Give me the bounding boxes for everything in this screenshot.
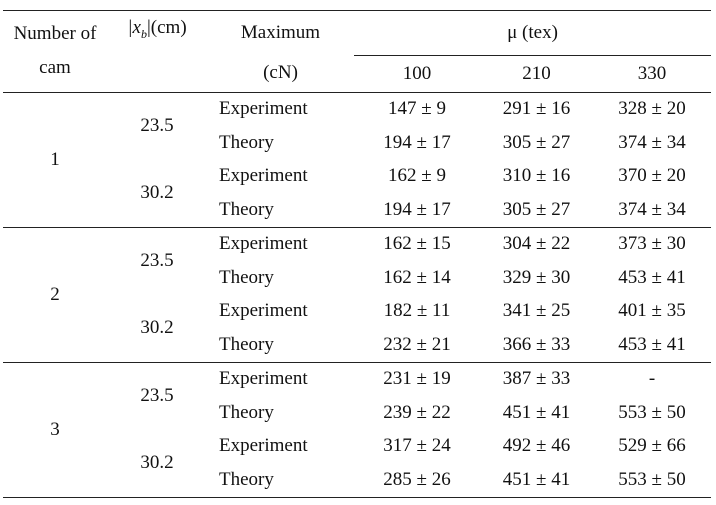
cell-100: 194 ± 17 <box>383 131 451 153</box>
cell-210: 291 ± 16 <box>480 91 593 126</box>
row-type: Theory <box>219 333 274 355</box>
row-type: Theory <box>219 266 274 288</box>
cell-210: 451 ± 41 <box>480 463 593 498</box>
row-type: Experiment <box>219 435 308 457</box>
cell-210: 451 ± 41 <box>502 401 571 423</box>
header-distance: |xb|(cm) <box>107 10 207 55</box>
header-distance-prefix: |x <box>127 17 141 38</box>
row-type: Experiment <box>207 91 354 126</box>
cell-100: 194 ± 17 <box>383 198 451 220</box>
row-type: Theory <box>219 401 274 423</box>
header-number-of-cam: Number of cam <box>3 10 107 92</box>
header-number-of-cam-line2: cam <box>39 57 71 79</box>
row-type: Theory <box>219 131 274 153</box>
cell-330: 374 ± 34 <box>618 198 686 220</box>
row-type: Theory <box>207 463 354 498</box>
header-maximum: Maximum <box>207 10 354 55</box>
distance-value: 30.2 <box>107 429 207 498</box>
cell-210: 329 ± 30 <box>502 266 571 288</box>
cell-100: 232 ± 21 <box>383 333 451 355</box>
cell-100: 231 ± 19 <box>354 361 480 396</box>
results-table: Number of cam |xb|(cm) Maximum μ (tex) (… <box>3 10 711 498</box>
cell-210: 305 ± 27 <box>502 131 571 153</box>
distance-value: 23.5 <box>107 361 207 430</box>
cell-330: 453 ± 41 <box>618 333 686 355</box>
distance-value: 23.5 <box>107 226 207 295</box>
cell-210: 387 ± 33 <box>480 361 593 396</box>
cell-100: 317 ± 24 <box>383 435 451 457</box>
row-type: Experiment <box>207 226 354 261</box>
distance-value: 30.2 <box>140 182 174 203</box>
cell-100: 162 ± 15 <box>354 226 480 261</box>
cell-100: 162 ± 9 <box>388 165 446 187</box>
cell-330: 370 ± 20 <box>618 165 686 187</box>
cell-330: 529 ± 66 <box>618 435 686 457</box>
cell-330: 328 ± 20 <box>593 91 711 126</box>
cell-210: 366 ± 33 <box>502 333 571 355</box>
cell-210: 305 ± 27 <box>502 198 571 220</box>
header-distance-blank <box>107 55 207 92</box>
cell-100: 162 ± 14 <box>383 266 451 288</box>
header-number-of-cam-line1: Number of <box>13 23 97 45</box>
header-maximum-line2: (cN) <box>263 62 298 84</box>
cell-330: - <box>593 361 711 396</box>
header-mu-210: 210 <box>522 62 551 84</box>
header-distance-suffix: |(cm) <box>146 17 187 38</box>
header-mu-100: 100 <box>402 62 432 84</box>
cell-210: 492 ± 46 <box>502 435 571 457</box>
cell-100: 182 ± 11 <box>383 300 451 322</box>
distance-value: 30.2 <box>140 317 174 338</box>
cam-number: 3 <box>3 361 107 498</box>
cell-100: 285 ± 26 <box>354 463 480 498</box>
row-type: Experiment <box>219 165 308 187</box>
row-type: Theory <box>219 198 274 220</box>
cell-330: 453 ± 41 <box>618 266 686 288</box>
cell-100: 147 ± 9 <box>354 91 480 126</box>
cell-210: 341 ± 25 <box>502 300 571 322</box>
row-type: Experiment <box>207 361 354 396</box>
cell-210: 304 ± 22 <box>480 226 593 261</box>
cell-330: 553 ± 50 <box>618 401 686 423</box>
cell-100: 239 ± 22 <box>383 401 451 423</box>
row-type: Experiment <box>219 300 308 322</box>
cam-number: 1 <box>3 91 107 227</box>
cell-330: 401 ± 35 <box>618 300 686 322</box>
distance-value: 23.5 <box>107 91 207 160</box>
cell-330: 374 ± 34 <box>618 131 686 153</box>
cell-330: 553 ± 50 <box>593 463 711 498</box>
cam-number: 2 <box>3 226 107 362</box>
cell-210: 310 ± 16 <box>502 165 571 187</box>
header-mu-330: 330 <box>637 62 667 84</box>
header-mu: μ (tex) <box>354 10 711 56</box>
header-maximum-line1: Maximum <box>240 22 321 43</box>
cell-330: 373 ± 30 <box>593 226 711 261</box>
header-distance-sub: b <box>140 26 147 41</box>
